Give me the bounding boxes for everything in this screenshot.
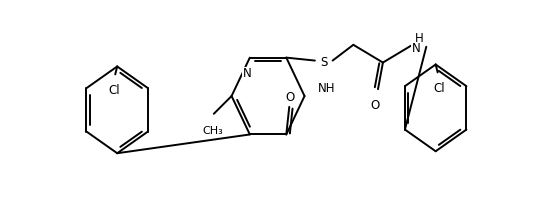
Text: O: O xyxy=(286,91,295,105)
Text: Cl: Cl xyxy=(434,82,446,95)
Text: S: S xyxy=(320,56,327,69)
Text: NH: NH xyxy=(318,82,336,95)
Text: Cl: Cl xyxy=(108,84,120,97)
Text: N: N xyxy=(411,42,421,55)
Text: O: O xyxy=(370,99,380,112)
Text: H: H xyxy=(415,32,423,45)
Text: N: N xyxy=(243,68,251,80)
Text: CH₃: CH₃ xyxy=(202,126,223,136)
